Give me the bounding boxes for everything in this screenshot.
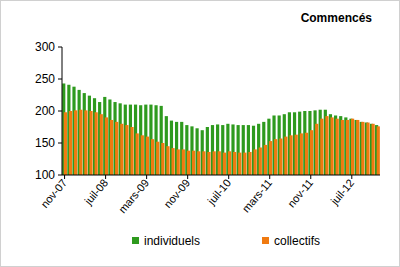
x-tick: [269, 175, 270, 179]
bar: [233, 152, 236, 175]
bar: [100, 114, 103, 175]
x-tick: [310, 175, 311, 179]
bar: [197, 151, 200, 175]
bar: [207, 152, 210, 175]
y-tick: [58, 47, 62, 48]
legend-label: collectifs: [274, 234, 320, 248]
x-tick-label: juil-10: [205, 177, 234, 208]
bar: [320, 119, 323, 175]
bar: [151, 139, 154, 175]
bar: [218, 151, 221, 175]
y-tick-label: 200: [35, 104, 55, 118]
bar: [377, 126, 380, 175]
bar: [166, 146, 169, 175]
y-tick-label: 100: [35, 168, 55, 182]
bar: [136, 133, 139, 175]
bar: [279, 139, 282, 175]
bar: [64, 112, 67, 175]
y-tick-label: 300: [35, 40, 55, 54]
bar: [202, 151, 205, 175]
x-tick-label: mars-09: [116, 177, 151, 216]
bar: [372, 124, 375, 175]
bar: [192, 151, 195, 175]
bar: [243, 153, 246, 175]
x-tick: [64, 175, 65, 179]
bar: [295, 135, 298, 175]
bar: [254, 149, 257, 175]
bar: [284, 137, 287, 175]
x-axis: [62, 175, 380, 176]
bar: [300, 133, 303, 175]
bar: [89, 111, 92, 175]
bar: [223, 153, 226, 175]
bar: [69, 111, 72, 175]
bar: [95, 112, 98, 175]
bar: [105, 117, 108, 175]
bar: [125, 125, 128, 175]
bar: [305, 133, 308, 175]
x-tick: [105, 175, 106, 179]
bar: [172, 148, 175, 175]
bar: [264, 145, 267, 175]
frame: [1, 1, 400, 267]
x-tick: [228, 175, 229, 179]
bar: [213, 151, 216, 175]
bar: [325, 116, 328, 175]
bar: [146, 137, 149, 175]
y-tick: [58, 175, 62, 176]
y-tick: [58, 79, 62, 80]
bar: [310, 130, 313, 175]
bar: [130, 127, 133, 175]
bar: [289, 135, 292, 175]
bar: [115, 122, 118, 175]
y-tick: [58, 143, 62, 144]
bar: [110, 120, 113, 175]
bar: [274, 139, 277, 175]
y-tick-label: 250: [35, 72, 55, 86]
bar: [336, 119, 339, 175]
y-tick-label: 150: [35, 136, 55, 150]
bar: [366, 123, 369, 175]
bar: [120, 124, 123, 175]
bar: [177, 149, 180, 175]
x-tick: [187, 175, 188, 179]
x-tick: [146, 175, 147, 179]
chart: Commencés100150200250300nov-07juil-08mar…: [0, 0, 400, 267]
bar: [269, 141, 272, 175]
bar: [315, 124, 318, 175]
marks: [62, 83, 380, 175]
bar: [84, 110, 87, 175]
x-tick: [351, 175, 352, 179]
bar: [351, 119, 354, 175]
bar: [238, 153, 241, 175]
legend-label: individuels: [144, 234, 200, 248]
bar: [79, 110, 82, 175]
bar: [161, 143, 164, 175]
x-tick-label: nov-11: [285, 177, 315, 210]
bar: [341, 120, 344, 175]
bar: [356, 120, 359, 175]
legend-swatch: [262, 237, 269, 244]
bar: [182, 149, 185, 175]
bar: [361, 122, 364, 175]
bar: [141, 135, 144, 175]
y-tick: [58, 111, 62, 112]
x-tick-label: juil-12: [328, 177, 357, 208]
bar: [248, 152, 251, 175]
bar: [331, 117, 334, 175]
bar: [187, 151, 190, 175]
legend-swatch: [132, 237, 139, 244]
x-tick-label: mars-11: [240, 177, 275, 215]
x-tick-label: nov-09: [161, 177, 192, 210]
bar: [228, 151, 231, 175]
bar: [346, 120, 349, 175]
title: Commencés: [301, 11, 373, 25]
bar: [156, 142, 159, 175]
bar: [74, 110, 77, 175]
x-tick-label: juil-08: [81, 177, 110, 208]
x-tick-label: nov-07: [38, 177, 69, 210]
bar: [259, 147, 262, 175]
